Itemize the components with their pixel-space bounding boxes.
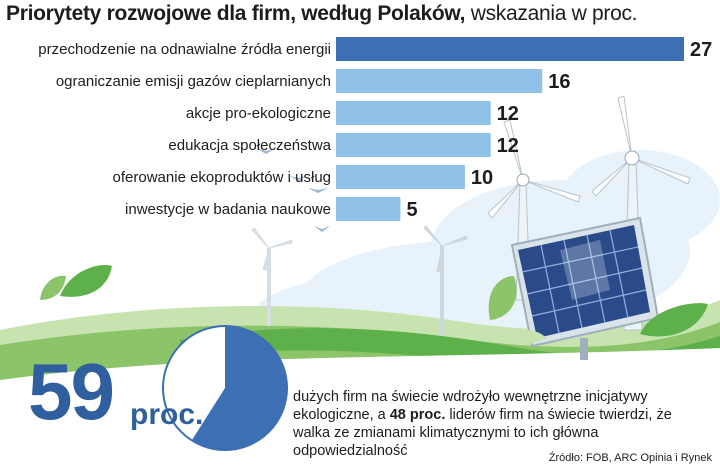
solar-panel bbox=[510, 216, 660, 360]
bar-value-1: 27 bbox=[690, 39, 712, 61]
bar-6 bbox=[336, 197, 401, 221]
wind-turbine-small-left bbox=[251, 227, 293, 326]
highlight-description: dużych firm na świecie wdrożyło wewnętrz… bbox=[293, 388, 693, 460]
source-note: Źródło: FOB, ARC Opinia i Rynek bbox=[548, 452, 712, 464]
bar-label-6: inwestycje w badania naukowe bbox=[125, 201, 331, 218]
highlight-number: 59 bbox=[28, 347, 115, 436]
highlight-pie bbox=[162, 325, 288, 451]
bar-label-1: przechodzenie na odnawialne źródła energ… bbox=[38, 41, 331, 58]
bar-label-3: akcje pro-ekologiczne bbox=[186, 105, 331, 122]
highlight-unit: proc. bbox=[130, 398, 204, 431]
desc-text-bold: 48 proc. bbox=[389, 407, 446, 423]
bar-value-2: 16 bbox=[548, 71, 570, 93]
desc-text-before: dużych firm na świecie wdrożyło wewnętrz… bbox=[293, 389, 648, 423]
bar-label-2: ograniczanie emisji gazów cieplarnianych bbox=[56, 73, 331, 90]
title-light: wskazania w proc. bbox=[470, 2, 638, 25]
bar-3 bbox=[336, 101, 491, 125]
bar-value-3: 12 bbox=[497, 103, 519, 125]
leaves-left bbox=[40, 265, 112, 300]
bar-2 bbox=[336, 69, 543, 93]
leaves-right bbox=[488, 276, 708, 344]
pie-slice-59 bbox=[191, 326, 288, 450]
bar-4 bbox=[336, 133, 491, 157]
bar-value-5: 10 bbox=[471, 167, 493, 189]
page-title: Priorytety rozwojowe dla firm, według Po… bbox=[6, 2, 638, 26]
bar-1 bbox=[336, 37, 684, 61]
bar-label-4: edukacja społeczeństwa bbox=[168, 137, 331, 154]
wind-turbine-small-right bbox=[423, 225, 468, 336]
bar-label-5: oferowanie ekoproduktów i usług bbox=[113, 169, 331, 186]
birds bbox=[256, 148, 330, 232]
bar-5 bbox=[336, 165, 465, 189]
desc-text-after: liderów firm na świecie twierdzi, że wal… bbox=[293, 407, 672, 459]
title-bold: Priorytety rozwojowe dla firm, według Po… bbox=[6, 2, 466, 25]
bar-value-4: 12 bbox=[497, 135, 519, 157]
bar-value-6: 5 bbox=[406, 199, 417, 221]
